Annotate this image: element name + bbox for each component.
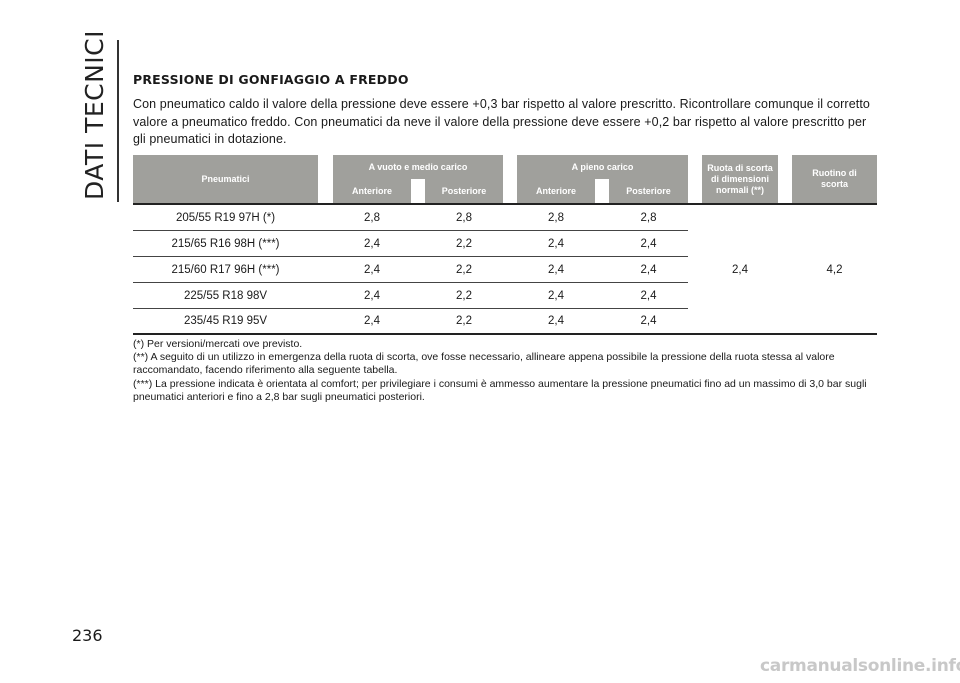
table-cell: 2,4	[548, 264, 564, 276]
table-cell: 2,4	[364, 315, 380, 327]
header-spare-small: Ruotino di scorta	[792, 155, 877, 203]
table-cell-tyre: 235/45 R19 95V	[183, 315, 268, 327]
table-cell: 2,4	[364, 290, 380, 302]
table-cell: 2,2	[456, 315, 472, 327]
header-spare-normal: Ruota di scorta di dimensioni normali (*…	[702, 155, 778, 203]
watermark: carmanualsonline.info	[760, 656, 960, 676]
table-cell: 2,4	[364, 238, 380, 250]
table-cell: 2,4	[640, 264, 657, 276]
header-rear-empty: Posteriore	[425, 179, 503, 203]
footnotes: (*) Per versioni/mercati ove previsto. (…	[133, 338, 878, 404]
table-cell: 2,4	[548, 238, 564, 250]
table-cell: 2,8	[548, 212, 564, 224]
header-tyres: Pneumatici	[133, 155, 318, 203]
table-cell: 2,2	[456, 238, 472, 250]
table-cell: 2,2	[456, 290, 472, 302]
table-cell: 2,2	[456, 264, 472, 276]
table-cell: 2,4	[640, 315, 657, 327]
table-cell: 2,8	[456, 212, 472, 224]
table-bottom-rule	[133, 333, 877, 335]
chapter-title: DATI TECNICI	[70, 30, 130, 200]
header-group-empty-load: A vuoto e medio carico	[333, 155, 503, 179]
table-cell-tyre: 215/65 R16 98H (***)	[171, 238, 280, 250]
footnote: (*) Per versioni/mercati ove previsto.	[133, 338, 303, 350]
chapter-title-text: DATI TECNICI	[80, 30, 109, 200]
row-divider	[133, 256, 688, 257]
header-group-full-load: A pieno carico	[517, 155, 688, 179]
header-rear-full: Posteriore	[609, 179, 688, 203]
header-front-full: Anteriore	[517, 179, 595, 203]
spare-normal-value: 2,4	[732, 264, 748, 276]
table-cell: 2,4	[640, 238, 657, 250]
table-cell: 2,4	[548, 315, 564, 327]
table-cell-tyre: 215/60 R17 96H (***)	[171, 264, 280, 276]
table-cell: 2,8	[640, 212, 657, 224]
table-header-rule	[133, 203, 877, 205]
section-title: PRESSIONE DI GONFIAGGIO A FREDDO	[133, 72, 409, 87]
footnote: (**) A seguito di un utilizzo in emergen…	[133, 351, 835, 377]
table-cell-tyre: 225/55 R18 98V	[183, 290, 268, 302]
row-divider	[133, 282, 688, 283]
spare-small-value: 4,2	[826, 264, 843, 276]
footnote: (***) La pressione indicata è orientata …	[133, 377, 867, 403]
intro-paragraph: Con pneumatico caldo il valore della pre…	[133, 97, 870, 146]
table-cell: 2,4	[548, 290, 564, 302]
table-cell: 2,4	[640, 290, 657, 302]
header-front-empty: Anteriore	[333, 179, 411, 203]
chapter-divider	[117, 40, 119, 202]
row-divider	[133, 230, 688, 231]
page-number: 236	[72, 626, 103, 645]
table-cell: 2,4	[364, 264, 380, 276]
table-cell: 2,8	[364, 212, 380, 224]
table-cell-tyre: 205/55 R19 97H (*)	[175, 212, 276, 224]
row-divider	[133, 308, 688, 309]
